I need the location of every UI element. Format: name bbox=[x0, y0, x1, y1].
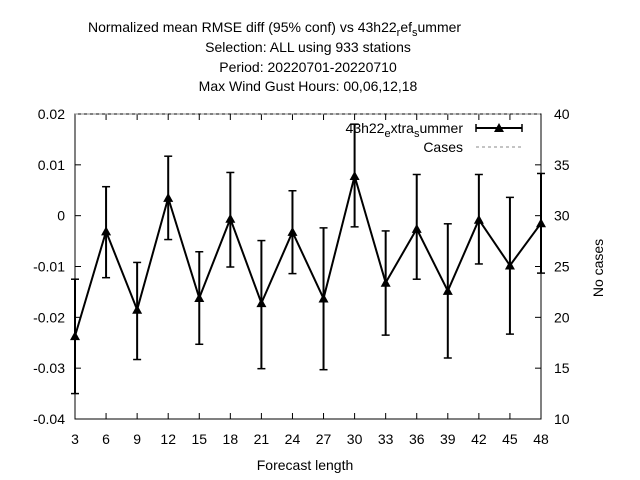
y2-tick-label: 25 bbox=[554, 259, 570, 275]
title-part-d: ummer bbox=[418, 19, 462, 35]
x-tick-label: 27 bbox=[316, 431, 332, 447]
x-tick-label: 3 bbox=[71, 431, 79, 447]
x-tick-label: 9 bbox=[133, 431, 141, 447]
data-point bbox=[504, 260, 515, 270]
data-point bbox=[70, 331, 80, 341]
y-tick-label: -0.02 bbox=[33, 309, 65, 325]
series-markers bbox=[70, 171, 546, 341]
y-tick-label: -0.01 bbox=[33, 259, 65, 275]
y2-tick-label: 35 bbox=[554, 157, 570, 173]
x-tick-label: 6 bbox=[102, 431, 110, 447]
y2-tick-label: 10 bbox=[554, 411, 570, 427]
data-point bbox=[256, 298, 267, 308]
x-tick-label: 12 bbox=[160, 431, 176, 447]
title-part-b: ef bbox=[400, 19, 412, 35]
x-tick-label: 30 bbox=[347, 431, 363, 447]
data-point bbox=[473, 214, 484, 224]
data-point bbox=[287, 226, 298, 236]
y2-tick-label: 40 bbox=[554, 106, 570, 122]
x-tick-label: 21 bbox=[254, 431, 270, 447]
title-sub-c: s bbox=[412, 27, 418, 39]
y-tick-label: 0.01 bbox=[38, 157, 65, 173]
y-tick-label: 0.02 bbox=[38, 106, 65, 122]
x-tick-label: 39 bbox=[440, 431, 456, 447]
legend: 43h22extrasummer Cases bbox=[346, 120, 523, 155]
legend-swatch-43h22 bbox=[475, 123, 523, 132]
x-tick-label: 33 bbox=[378, 431, 394, 447]
y-axis: 0.02 0.01 0 -0.01 -0.02 -0.03 -0.04 bbox=[33, 106, 81, 427]
x-axis-label: Forecast length bbox=[257, 457, 354, 473]
legend-label-43h22: 43h22extrasummer bbox=[346, 120, 464, 140]
title-line-2: Selection: ALL using 933 stations bbox=[205, 39, 411, 55]
data-point bbox=[536, 218, 546, 228]
y-tick-label: -0.03 bbox=[33, 360, 65, 376]
data-point bbox=[318, 293, 329, 303]
error-bars bbox=[71, 123, 545, 395]
title-line-4: Max Wind Gust Hours: 00,06,12,18 bbox=[199, 78, 418, 94]
y-tick-label: -0.04 bbox=[33, 411, 65, 427]
title-line-3: Period: 20220701-20220710 bbox=[219, 59, 397, 75]
x-axis: 3 6 9 12 15 18 21 24 27 30 33 36 39 42 45 48 bbox=[71, 114, 549, 447]
x-tick-label: 24 bbox=[285, 431, 301, 447]
y2-tick-label: 15 bbox=[554, 360, 570, 376]
title-line-1: Normalized mean RMSE diff (95% conf) vs … bbox=[88, 19, 397, 35]
data-point bbox=[442, 285, 453, 295]
chart-title: Normalized mean RMSE diff (95% conf) vs … bbox=[88, 19, 461, 94]
y2-axis-label: No cases bbox=[590, 239, 606, 297]
x-tick-label: 36 bbox=[409, 431, 425, 447]
data-point bbox=[411, 223, 422, 233]
x-tick-label: 42 bbox=[471, 431, 487, 447]
data-point bbox=[163, 192, 174, 202]
x-tick-label: 48 bbox=[533, 431, 549, 447]
legend-label-cases: Cases bbox=[423, 139, 463, 155]
y2-tick-label: 20 bbox=[554, 309, 570, 325]
data-point bbox=[225, 213, 236, 223]
y2-axis: 40 35 30 25 20 15 10 bbox=[535, 106, 570, 427]
data-point bbox=[194, 293, 205, 303]
data-point bbox=[349, 171, 360, 181]
x-tick-label: 45 bbox=[502, 431, 518, 447]
title-sub-a: r bbox=[397, 27, 401, 39]
x-tick-label: 18 bbox=[223, 431, 239, 447]
x-tick-label: 15 bbox=[191, 431, 207, 447]
y-tick-label: 0 bbox=[57, 208, 65, 224]
data-point bbox=[132, 304, 143, 314]
series-line-43h22 bbox=[74, 172, 542, 337]
data-point bbox=[101, 226, 112, 236]
svg-text:Normalized mean RMSE diff (95%: Normalized mean RMSE diff (95% conf) vs … bbox=[88, 19, 461, 39]
y2-tick-label: 30 bbox=[554, 208, 570, 224]
data-point bbox=[380, 277, 391, 287]
